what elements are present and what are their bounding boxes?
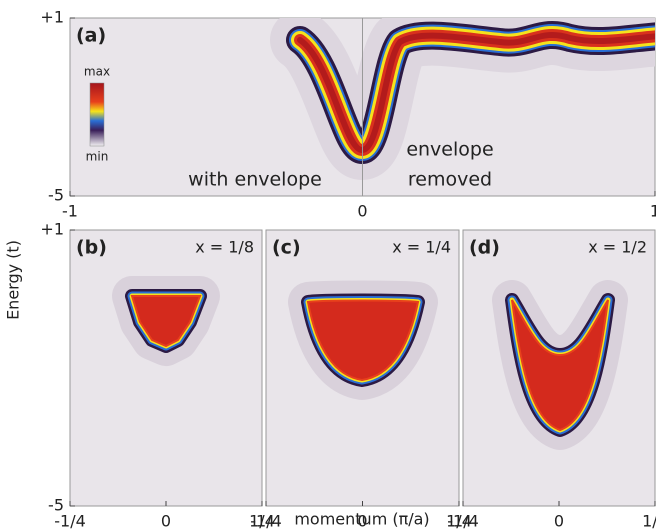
y-tick-label: -5 <box>48 186 64 205</box>
annotation: envelope <box>406 139 493 161</box>
panel-label: (b) <box>76 237 107 259</box>
colorbar <box>89 82 105 147</box>
heatmap <box>270 18 655 180</box>
x-tick-label: 1/4 <box>446 512 472 530</box>
panel-label: (a) <box>76 25 106 47</box>
annotation: x = 1/2 <box>588 238 647 257</box>
y-axis-label: Energy (t) <box>4 240 23 320</box>
heatmap <box>492 280 628 450</box>
plot-background <box>69 229 263 507</box>
annotation: removed <box>408 169 492 191</box>
x-tick-label: 0 <box>161 512 171 530</box>
x-tick-label: -1/4 <box>54 512 86 530</box>
heatmap <box>112 276 220 366</box>
y-tick-label: +1 <box>40 220 64 239</box>
panel-label: (c) <box>272 237 301 259</box>
x-tick-label: -1/4 <box>447 512 479 530</box>
panel-label: (d) <box>469 237 500 259</box>
spectral-band <box>130 295 202 348</box>
annotation: x = 1/4 <box>392 238 451 257</box>
y-tick-label: -5 <box>48 496 64 515</box>
annotation: with envelope <box>188 169 322 191</box>
spectral-band <box>306 299 420 382</box>
y-tick-label: +1 <box>40 8 64 27</box>
x-tick-label: -1/4 <box>250 512 282 530</box>
annotation: x = 1/8 <box>195 238 254 257</box>
heatmap <box>288 280 438 400</box>
x-tick-label: 1 <box>650 202 656 221</box>
x-tick-label: 1/4 <box>642 512 656 530</box>
spectral-band <box>511 299 609 432</box>
colorbar-max: max <box>84 65 110 79</box>
x-tick-label: 1/4 <box>249 512 275 530</box>
x-tick-label: 0 <box>554 512 564 530</box>
spectral-band <box>297 31 655 153</box>
x-tick-label: 0 <box>357 202 367 221</box>
colorbar-min: min <box>86 150 109 164</box>
x-tick-label: 0 <box>357 512 367 530</box>
x-tick-label: -1 <box>62 202 78 221</box>
x-axis-label: momentum (π/a) <box>294 510 429 529</box>
